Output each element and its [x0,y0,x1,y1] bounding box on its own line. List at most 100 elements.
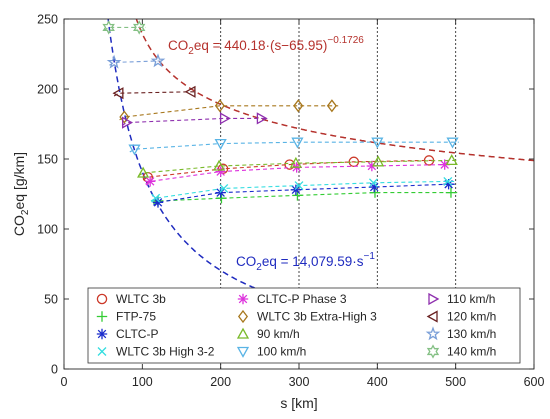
y-tick-label: 250 [37,13,58,27]
data-point [372,155,385,167]
legend-marker [97,347,107,356]
data-point [256,112,268,125]
legend-marker [237,309,249,324]
legend-label: 110 km/h [447,292,495,306]
data-point [152,197,164,208]
series-140-km-h [102,20,146,35]
data-point [215,187,226,198]
formula-co: CO [168,38,188,53]
x-tick-label: 300 [289,375,310,389]
data-point [102,20,115,35]
formula-body: eq = 14,079.59·s [262,254,364,269]
legend-label: 100 km/h [257,345,306,359]
formula-co: CO [236,254,256,269]
formula-upper: CO2eq = 440.18·(s−65.95)−0.1726 [168,35,364,57]
legend-label: CLTC-P Phase 3 [257,292,347,306]
y-tick-label: 0 [51,363,58,377]
data-point [326,99,337,113]
y-axis-label: CO2eq [g/km] [11,152,31,236]
data-point [366,160,378,172]
legend-label: FTP-75 [116,310,156,324]
series-fit-line [119,105,339,121]
x-tick-label: 600 [524,375,545,389]
series-fit-line [103,26,146,31]
series-130-km-h [106,53,166,69]
axes: 0 100 200 300 400 500 600 0 50 100 150 200 250 s [km]… [11,13,544,412]
data-point [291,137,304,149]
data-point [150,53,166,68]
legend-marker [96,293,108,305]
legend-label: CLTC-P [116,327,158,341]
data-point [369,181,380,193]
x-tick-label: 0 [61,375,68,389]
y-tick-label: 100 [37,223,58,237]
data-point [369,187,381,198]
y-tick-label: 50 [44,293,58,307]
x-tick-label: 500 [445,375,466,389]
series-110-km-h [121,112,268,129]
data-series [102,20,459,208]
data-point [214,99,225,113]
legend-marker [236,327,250,339]
legend-marker [425,326,441,341]
series-fit-line [129,141,459,153]
formula-exponent: −0.1726 [327,35,364,46]
data-point [445,154,458,166]
legend-marker [96,328,108,340]
data-point [214,138,227,150]
formula-lower: CO2eq = 14,079.59·s−1 [236,251,375,273]
formula-exponent: −1 [364,251,376,262]
data-point [119,110,130,124]
data-point [144,176,156,187]
legend-marker [426,344,440,359]
data-point [216,193,227,204]
envelope-curve-upper [135,19,534,162]
data-point [215,166,226,177]
formula-annotations: CO2eq = 440.18·(s−65.95)−0.1726 CO2eq = 1… [168,35,375,273]
data-point [290,184,302,195]
series-fit-line [142,159,436,181]
data-point [137,166,150,178]
series-wltc-3b-high-3-2 [150,176,455,203]
formula-body: eq = 440.18·(s−65.95) [194,38,328,53]
data-point [219,112,231,125]
data-point [439,159,450,170]
legend-box [87,287,521,364]
data-point [133,20,146,35]
data-point [212,159,226,171]
data-point [371,137,384,149]
series-wltc-3b-extra-high-3 [119,99,339,124]
data-point [128,144,141,156]
x-tick-label: 200 [210,375,231,389]
data-point [289,156,302,168]
legend-marker [426,310,438,323]
series-90-km-h [137,154,458,178]
data-point [151,193,161,203]
legend-label: WLTC 3b [116,292,166,306]
series-cltc-p [152,179,455,208]
data-point [293,99,304,113]
legend-label: WLTC 3b High 3-2 [116,345,215,359]
x-axis-label: s [km] [280,395,317,411]
legend-marker [237,293,249,305]
series-120-km-h [112,85,198,100]
legend-label: 120 km/h [447,310,496,324]
data-point [184,85,196,98]
data-point [443,179,454,190]
series-100-km-h [128,137,459,156]
legend: WLTC 3b FTP-75 CLTC-P WLTC 3b High 3-2 CLTC-… [87,287,521,364]
legend-marker [236,346,250,358]
x-tick-label: 100 [132,375,153,389]
y-tick-label: 150 [37,153,58,167]
y-tick-label: 200 [37,83,58,97]
legend-label: 130 km/h [447,327,496,341]
y-label-co: CO [11,215,27,236]
data-point [112,87,124,100]
series-fit-line [121,117,268,126]
data-point [443,176,453,186]
data-point [122,116,134,129]
y-label-sub: 2 [20,209,31,215]
legend-label: 140 km/h [447,345,496,359]
